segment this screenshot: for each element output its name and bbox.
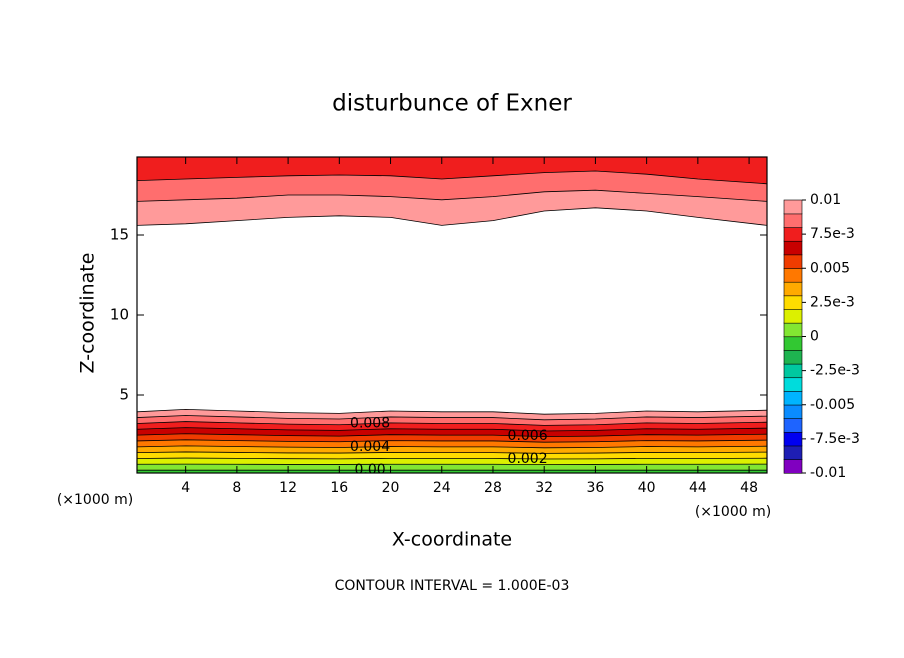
colorbar-tick-label: -2.5e-3 [810,363,860,379]
colorbar-segment [784,296,802,310]
colorbar-segment [784,432,802,446]
colorbar-segment [784,309,802,323]
colorbar-tick-label: 0 [810,329,819,345]
colorbar-tick-label: 2.5e-3 [810,294,855,310]
x-tick-label: 8 [232,480,241,496]
x-tick-label: 12 [279,480,297,496]
colorbar-segment [784,350,802,364]
colorbar-segment [784,418,802,432]
y-tick-label: 15 [110,226,129,244]
x-tick-label: 44 [689,480,707,496]
colorbar-segment [784,241,802,255]
contour-band [137,464,767,470]
x-tick-label: 48 [740,480,758,496]
x-tick-label: 16 [330,480,348,496]
y-tick-label: 5 [119,386,129,404]
x-tick-label: 28 [484,480,502,496]
footer-note: CONTOUR INTERVAL = 1.000E-03 [335,578,570,594]
y-tick-label: 10 [110,306,129,324]
y-axis-label: Z-coordinate [77,253,99,374]
x-tick-label: 20 [382,480,400,496]
y-unit-label: (×1000 m) [57,492,133,508]
colorbar-segment [784,405,802,419]
x-tick-label: 36 [587,480,605,496]
x-tick-label: 32 [535,480,553,496]
colorbar-segment [784,459,802,473]
colorbar-tick-label: -7.5e-3 [810,431,860,447]
colorbar-segment [784,255,802,269]
contour-band [137,458,767,465]
colorbar-segment [784,200,802,214]
colorbar-tick-label: -0.005 [810,397,855,413]
colorbar-tick-label: 0.005 [810,260,850,276]
colorbar-segment [784,377,802,391]
chart-title: disturbunce of Exner [332,91,572,117]
x-unit-label: (×1000 m) [695,504,771,520]
colorbar-segment [784,282,802,296]
colorbar-segment [784,268,802,282]
x-axis-label: X-coordinate [392,529,512,551]
colorbar-tick-label: 7.5e-3 [810,226,855,242]
colorbar-segment [784,364,802,378]
colorbar-segment [784,214,802,228]
colorbar-segment [784,227,802,241]
colorbar-segment [784,446,802,460]
x-tick-label: 4 [181,480,190,496]
x-tick-label: 40 [638,480,656,496]
colorbar-tick-label: 0.01 [810,192,841,208]
colorbar-segment [784,391,802,405]
colorbar-segment [784,323,802,337]
colorbar-segment [784,337,802,351]
x-tick-label: 24 [433,480,451,496]
colorbar-tick-label: -0.01 [810,465,846,481]
